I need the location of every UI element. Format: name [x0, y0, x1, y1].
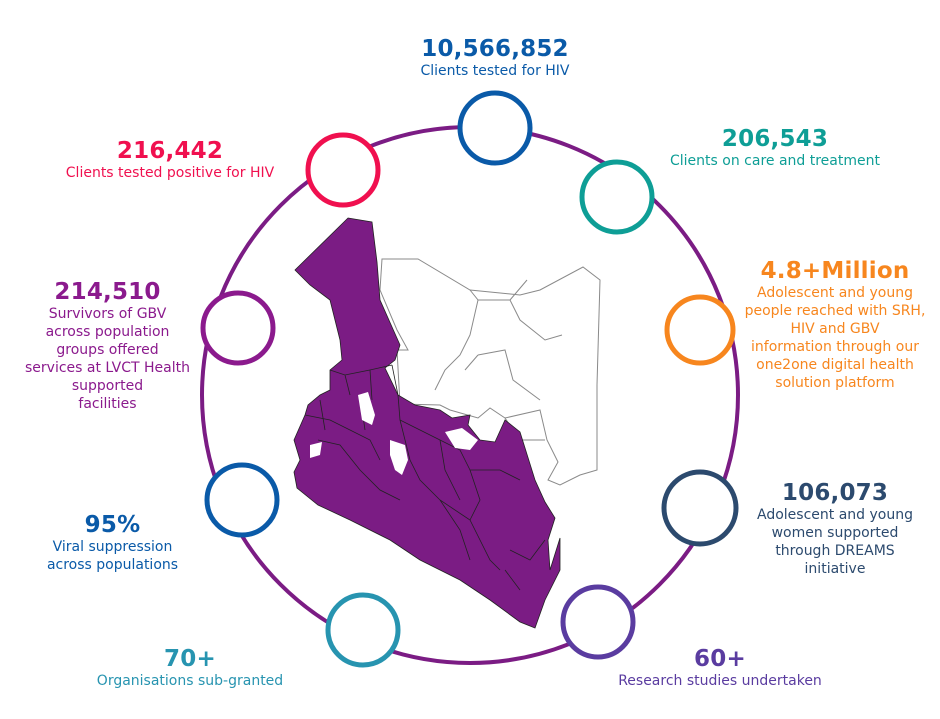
- stat-value: 70+: [164, 646, 216, 672]
- stat-value: 216,442: [116, 138, 224, 164]
- stat-label-line: groups offered: [56, 342, 159, 358]
- stat-label-line: Adolescent and young: [757, 285, 913, 301]
- stat-label-line: solution platform: [775, 375, 895, 391]
- stat-label: Clients tested for HIV: [420, 63, 570, 79]
- stat-label-line: supported: [71, 378, 144, 394]
- stat-subgrant: 70+ Organisations sub-granted: [70, 646, 310, 690]
- circle-gbv: [200, 290, 276, 366]
- circle-subgrant: [325, 592, 401, 668]
- stat-tested: 10,566,852 Clients tested for HIV: [390, 36, 600, 80]
- stat-label-line: initiative: [804, 561, 866, 577]
- stat-value: 106,073: [781, 480, 889, 506]
- stat-label-line: HIV and GBV: [790, 321, 880, 337]
- circle-care: [579, 159, 655, 235]
- stat-label-line: facilities: [78, 396, 137, 412]
- stat-value: 10,566,852: [421, 36, 569, 62]
- stat-research: 60+ Research studies undertaken: [590, 646, 850, 690]
- circle-tested: [457, 90, 533, 166]
- circle-one2one: [664, 294, 736, 366]
- circle-dreams: [661, 469, 739, 547]
- stat-label-line: people reached with SRH,: [744, 303, 926, 319]
- stat-gbv: 214,510 Survivors of GBV across populati…: [5, 279, 210, 413]
- stat-label: Organisations sub-granted: [96, 673, 284, 689]
- stat-label-line: Adolescent and young: [757, 507, 913, 523]
- stat-care: 206,543 Clients on care and treatment: [650, 126, 900, 170]
- circle-positive: [305, 132, 381, 208]
- indicator-circles: [200, 90, 739, 668]
- stat-one2one: 4.8+Million Adolescent and young people …: [730, 258, 940, 392]
- map-supported-region: [293, 217, 561, 629]
- stat-label-line: information through our: [751, 339, 919, 355]
- circle-viral: [204, 462, 280, 538]
- stat-value: 60+: [694, 646, 746, 672]
- stat-value: 95%: [84, 512, 141, 538]
- stat-label-line: across population: [45, 324, 170, 340]
- stat-label-line: Survivors of GBV: [48, 306, 167, 322]
- stat-positive: 216,442 Clients tested positive for HIV: [40, 138, 300, 182]
- stat-label-line: Viral suppression: [52, 539, 173, 555]
- stat-label: Research studies undertaken: [618, 673, 822, 689]
- stat-value: 4.8+Million: [760, 258, 910, 284]
- stat-label-line: through DREAMS: [775, 543, 895, 559]
- stat-value: 214,510: [54, 279, 161, 305]
- stat-label: Clients on care and treatment: [670, 153, 880, 169]
- stat-label-line: services at LVCT Health: [25, 360, 190, 376]
- stat-label-line: across populations: [46, 557, 179, 573]
- stat-dreams: 106,073 Adolescent and young women suppo…: [735, 480, 935, 578]
- stat-value: 206,543: [721, 126, 829, 152]
- circle-research: [560, 584, 636, 660]
- stat-viral: 95% Viral suppression across populations: [20, 512, 205, 574]
- kenya-map: [293, 217, 601, 629]
- stat-label-line: one2one digital health: [756, 357, 914, 373]
- stat-label-line: women supported: [771, 525, 899, 541]
- map-unsupported-region: [379, 258, 601, 486]
- stat-label: Clients tested positive for HIV: [65, 165, 275, 181]
